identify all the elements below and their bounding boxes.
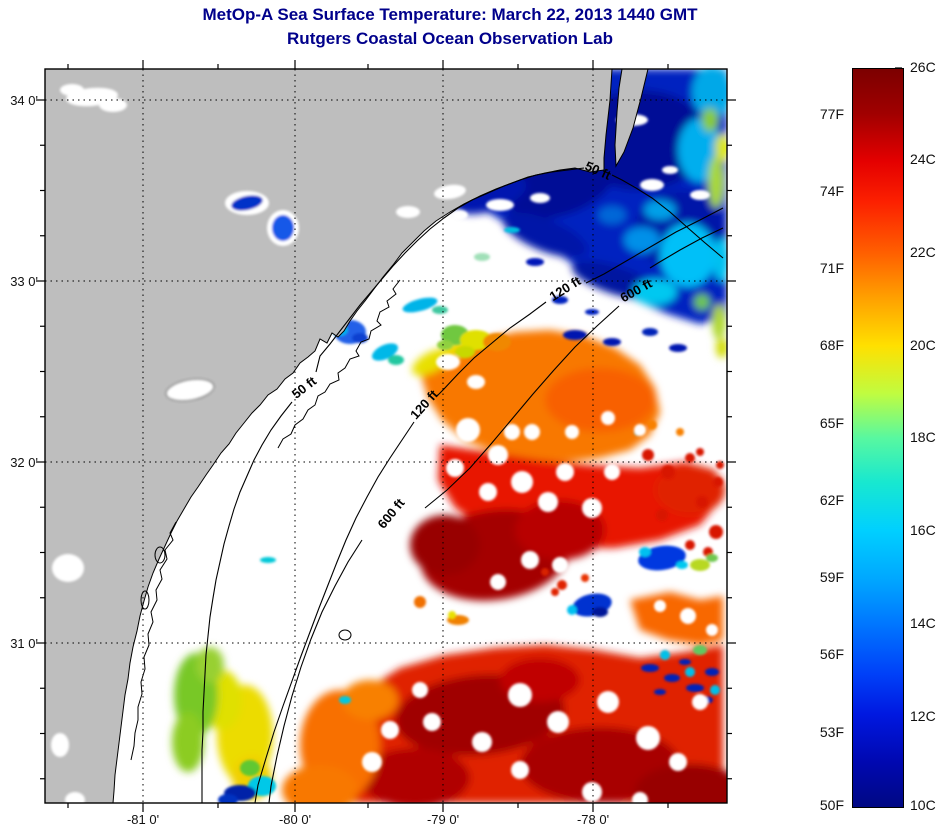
x-axis-tick-label: -78 0' (576, 812, 610, 827)
colorbar-fahrenheit-label: 53F (819, 724, 844, 740)
graticule (45, 69, 727, 803)
colorbar-fahrenheit-label: 65F (819, 415, 844, 431)
colorbar-celsius-label: 24C (910, 151, 936, 167)
colorbar (852, 68, 904, 808)
colorbar-fahrenheit-label: 77F (819, 106, 844, 122)
colorbar-celsius-label: 16C (910, 522, 936, 538)
y-axis-tick-label: 34 0' (10, 93, 38, 108)
colorbar-fahrenheit-label: 56F (819, 646, 844, 662)
colorbar-celsius-label: 10C (910, 797, 936, 813)
lake (272, 215, 294, 241)
y-axis-tick-label: 32 0' (10, 455, 38, 470)
contour-50ft (201, 167, 724, 803)
colorbar-celsius-label: 26C (910, 59, 936, 75)
colorbar-fahrenheit-label: 68F (819, 337, 844, 353)
colorbar-fahrenheit-label: 59F (819, 569, 844, 585)
colorbar-fahrenheit-label: 62F (819, 492, 844, 508)
colorbar-celsius-label: 18C (910, 429, 936, 445)
sst-speckles (72, 114, 724, 803)
x-axis-tick-label: -79 0' (426, 812, 460, 827)
y-axis-tick-label: 31 0' (10, 636, 38, 651)
plot-border (44, 68, 728, 804)
figure-subtitle: Rutgers Coastal Ocean Observation Lab (287, 29, 613, 48)
colorbar-fahrenheit-label: 71F (819, 260, 844, 276)
contour-120ft (254, 207, 724, 803)
x-axis-tick-label: -80 0' (278, 812, 312, 827)
barrier-islands (130, 279, 401, 761)
colorbar-celsius-label: 20C (910, 337, 936, 353)
contour-600ft (268, 227, 724, 803)
sst-field (172, 69, 727, 803)
figure-title: MetOp-A Sea Surface Temperature: March 2… (202, 5, 698, 24)
lake (231, 195, 263, 211)
colorbar-fahrenheit-label: 74F (819, 183, 844, 199)
x-axis-tick-label: -81 0' (126, 812, 160, 827)
colorbar-celsius-label: 14C (910, 615, 936, 631)
colorbar-celsius-label: 22C (910, 244, 936, 260)
depth-contours (201, 167, 724, 803)
colorbar-celsius-label: 12C (910, 708, 936, 724)
colorbar-fahrenheit-label: 50F (819, 797, 844, 813)
y-axis-tick-label: 33 0' (10, 274, 38, 289)
land-overlays (51, 84, 466, 803)
